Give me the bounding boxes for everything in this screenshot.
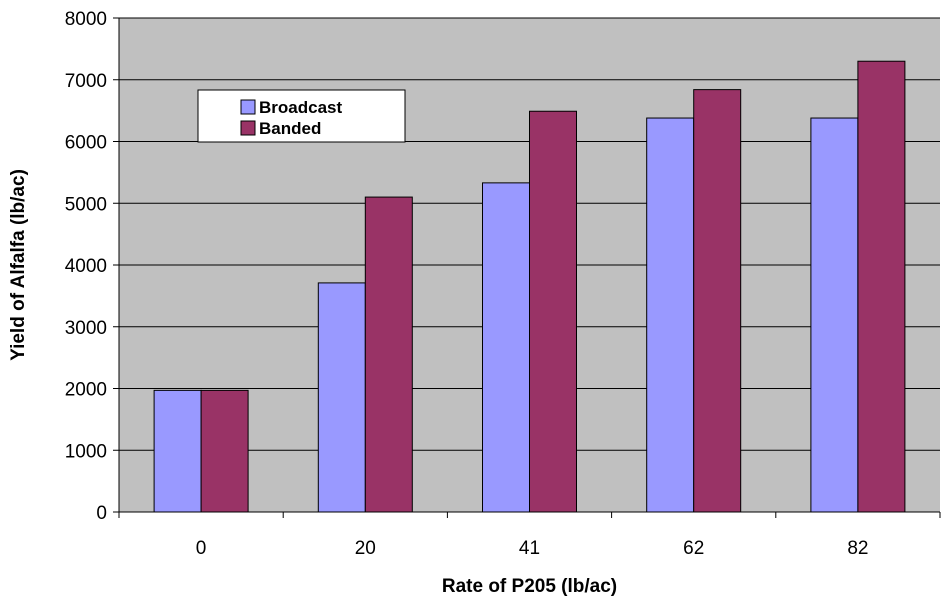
- x-tick-label: 41: [519, 538, 540, 559]
- bar-banded-82: [857, 60, 906, 513]
- bar-banded-62: [693, 89, 742, 513]
- axes-group: 0 1000 2000 3000 4000 5000 6000 7000 8000 0 20 41 62…: [65, 9, 941, 559]
- y-tick-label: 6000: [65, 133, 107, 154]
- legend-box: [197, 89, 406, 143]
- x-tick-label: 62: [683, 538, 704, 559]
- y-tick-label: 3000: [65, 318, 107, 339]
- y-tick-label: 1000: [65, 441, 107, 462]
- y-tick-label: 7000: [65, 71, 107, 92]
- bar-broadcast-62: [646, 117, 695, 513]
- y-tick-label: 0: [96, 503, 107, 524]
- x-tick-label: 20: [355, 538, 376, 559]
- legend: Broadcast Banded: [197, 89, 406, 143]
- bar-broadcast-41: [482, 182, 530, 513]
- x-axis-title: Rate of P205 (lb/ac): [442, 576, 617, 597]
- x-tick-label: 0: [196, 538, 207, 559]
- legend-swatch-broadcast: [240, 99, 256, 115]
- y-tick-label: 8000: [65, 9, 107, 30]
- y-tick-label: 4000: [65, 256, 107, 277]
- bar-broadcast-0: [153, 389, 202, 513]
- legend-label-broadcast: Broadcast: [259, 98, 342, 117]
- y-tick-label: 5000: [65, 194, 107, 215]
- bar-broadcast-20: [317, 282, 366, 513]
- bar-banded-0: [200, 389, 249, 513]
- legend-swatch-banded: [240, 120, 256, 136]
- bars-group: [153, 60, 906, 513]
- x-tick-label: 82: [847, 538, 868, 559]
- bar-banded-41: [529, 110, 577, 513]
- legend-label-banded: Banded: [259, 119, 321, 138]
- y-axis-title: Yield of Alfalfa (lb/ac): [8, 169, 29, 361]
- bar-broadcast-82: [810, 117, 859, 513]
- y-tick-label: 2000: [65, 380, 107, 401]
- bar-banded-20: [364, 196, 413, 513]
